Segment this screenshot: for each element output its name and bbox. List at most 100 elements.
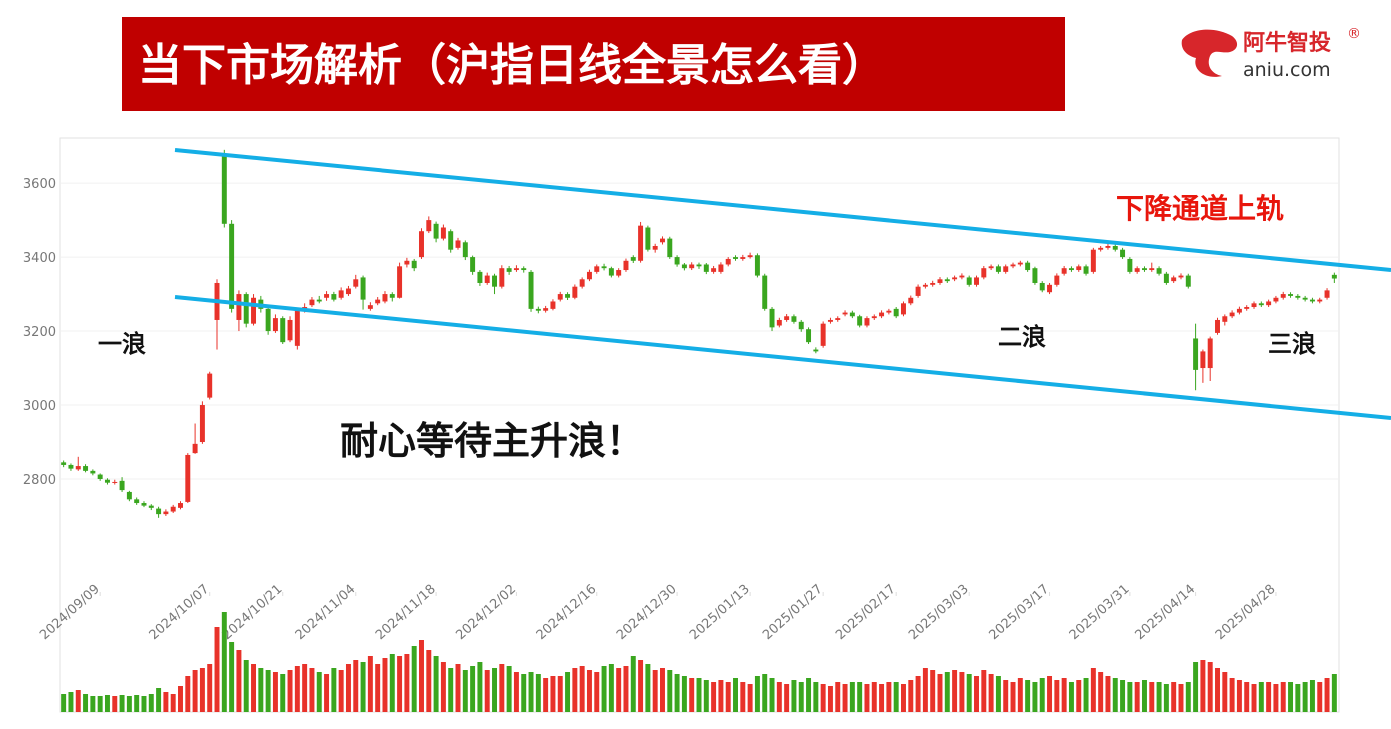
candle-body (382, 294, 388, 302)
candle-body (1047, 284, 1053, 293)
candle-body (674, 257, 680, 265)
candle-body (798, 321, 804, 330)
volume-bar (1163, 684, 1169, 712)
volume-bar (733, 678, 738, 712)
volume-bar (324, 674, 330, 712)
candle-body (440, 227, 446, 239)
volume-bar (1215, 668, 1220, 712)
candle-body (1061, 268, 1067, 274)
volume-bar (272, 672, 278, 712)
candle-body (280, 318, 286, 343)
volume-bar (229, 642, 235, 712)
x-tick-label: 2025/01/27 (760, 582, 826, 643)
candle-body (192, 443, 198, 454)
candle-body (1149, 268, 1155, 271)
volume-bar (543, 678, 549, 712)
volume-bar (1105, 676, 1111, 712)
candle-body (966, 277, 972, 285)
volume-bar (345, 664, 351, 712)
candle-body (1112, 245, 1118, 250)
candle-body (908, 297, 914, 304)
volume-bar (141, 696, 147, 712)
candle-body (784, 316, 790, 320)
candle-body (199, 405, 205, 443)
volume-bar (521, 674, 527, 712)
volume-bar (294, 666, 300, 712)
candle-body (1141, 268, 1147, 271)
candle-body (163, 511, 169, 515)
candle-body (272, 318, 278, 332)
candle-body (287, 319, 293, 341)
volume-bar (433, 656, 439, 712)
candle-body (988, 266, 994, 269)
candle-body (1127, 258, 1133, 272)
candle-body (521, 268, 527, 271)
volume-bar (988, 674, 994, 712)
logo-brand: 阿牛智投 (1243, 30, 1331, 56)
candle-body (995, 266, 1001, 272)
candle-body (1309, 299, 1315, 302)
candle-body (353, 279, 359, 287)
candle-body (134, 499, 140, 504)
candle-body (61, 462, 67, 465)
candle-body (959, 275, 965, 278)
candle-body (535, 308, 541, 311)
candle-body (338, 290, 344, 298)
volume-bar (389, 654, 395, 712)
volume-bar (959, 672, 965, 712)
candle-body (1083, 266, 1089, 274)
volume-bar (499, 664, 505, 712)
candle-body (835, 318, 841, 320)
volume-bar (1061, 678, 1067, 712)
candle-body (791, 316, 797, 322)
volume-bar (1222, 672, 1228, 712)
volume-bar (995, 676, 1001, 712)
volume-bar (864, 684, 870, 712)
volume-bar (886, 682, 892, 712)
volume-bar (1127, 682, 1133, 712)
candle-body (178, 503, 183, 508)
candle-body (1054, 275, 1060, 285)
volume-bar (747, 684, 753, 712)
candle-body (236, 294, 242, 320)
volume-bar (725, 682, 731, 712)
candle-body (375, 299, 381, 304)
volume-bar (338, 670, 344, 712)
candle-body (477, 271, 483, 283)
volume-bar (557, 676, 563, 712)
candle-body (703, 264, 709, 272)
volume-bar (871, 682, 877, 712)
volume-bar (1098, 672, 1104, 712)
candle-body (922, 284, 928, 287)
volume-bar (178, 686, 183, 712)
candle-body (652, 245, 658, 250)
candle-body (813, 349, 819, 352)
candle-body (1244, 307, 1250, 309)
volume-bar (1193, 662, 1199, 712)
candle-body (696, 264, 702, 267)
volume-bar (119, 695, 125, 712)
candle-body (156, 508, 162, 515)
candle-body (1295, 295, 1301, 298)
volume-bar (857, 682, 863, 712)
candle-body (1266, 301, 1272, 306)
candle-body (952, 277, 958, 280)
candle-body (594, 266, 600, 272)
volume-bar (667, 670, 673, 712)
volume-bar (1025, 680, 1031, 712)
volume-bar (696, 678, 702, 712)
candle-body (1105, 245, 1111, 248)
x-tick-label: 2024/11/04 (293, 582, 359, 643)
candle-body (1134, 268, 1140, 272)
volume-bar (1258, 682, 1264, 712)
annotation: 三浪 (1268, 330, 1316, 358)
volume-bar (360, 662, 366, 712)
volume-bar (1003, 680, 1009, 712)
volume-bar (813, 682, 819, 712)
candle-body (900, 303, 906, 315)
x-tick-label: 2024/12/02 (453, 582, 519, 643)
annotation: 一浪 (98, 330, 146, 358)
candle-body (1068, 268, 1074, 271)
y-tick-label: 2800 (23, 473, 56, 488)
volume-bar (601, 666, 607, 712)
